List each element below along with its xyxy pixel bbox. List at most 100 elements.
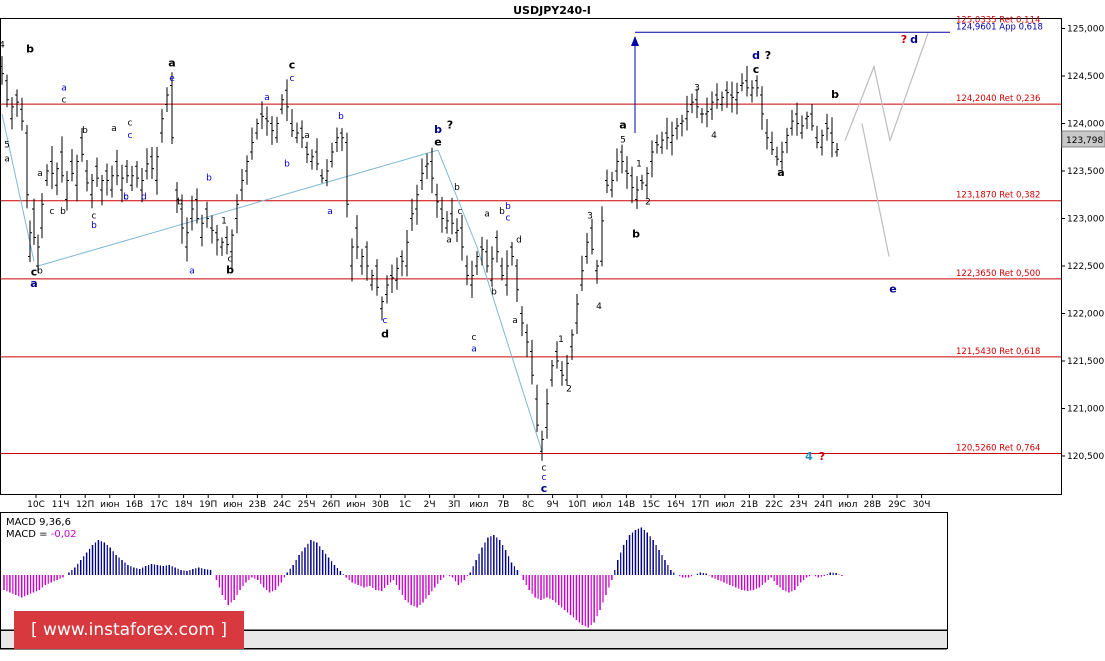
wave-label: c [290, 74, 295, 84]
wave-label: b [82, 126, 88, 136]
trendline [37, 149, 439, 267]
y-tick-label: 125,000 [1067, 25, 1104, 35]
price-bars [0, 56, 839, 461]
wave-label: a [484, 210, 490, 220]
wave-label: 5 [620, 136, 626, 146]
fib-label: 125,0335 Ret 0,114 [956, 15, 1040, 25]
x-tick-label: 11Ч [52, 500, 70, 510]
wave-label: 4 [711, 131, 717, 141]
wave-label: ? [901, 33, 907, 46]
x-tick-label: 28В [864, 500, 882, 510]
wave-label: e [889, 283, 896, 296]
macd-label: MACD = -0,02 [6, 529, 77, 540]
x-tick-label: 3П [448, 500, 461, 510]
wave-label: b [226, 264, 234, 277]
x-tick-label: 23Ч [790, 500, 808, 510]
wave-label: e [169, 74, 175, 84]
wave-label: c [541, 482, 548, 495]
arrow-head [631, 36, 639, 46]
macd-title: MACD 9,36,6 [6, 517, 71, 528]
x-tick-label: июл [838, 500, 857, 510]
wave-label: a [168, 57, 175, 70]
projection-alt-path [861, 123, 890, 257]
wave-label: b [37, 267, 43, 277]
wave-label: a [264, 93, 270, 103]
wave-label: c [472, 333, 477, 343]
x-tick-label: 14В [618, 500, 636, 510]
trendline [437, 149, 543, 452]
wave-label: b [60, 207, 66, 217]
y-tick-label: 122,500 [1067, 262, 1104, 272]
wave-label: c [128, 118, 133, 128]
x-tick-label: 10П [568, 500, 586, 510]
wave-label: b [123, 193, 129, 203]
wave-label: c [31, 266, 38, 279]
wave-label: c [458, 207, 463, 217]
x-tick-label: 10C [27, 500, 45, 510]
wave-label: a [4, 155, 10, 165]
x-tick-label: 16В [126, 500, 144, 510]
wave-label: 5 [4, 140, 10, 150]
trendline [1, 113, 35, 262]
x-tick-label: 16Ч [667, 500, 685, 510]
wave-label: 3 [694, 83, 700, 93]
x-tick-label: июн [223, 500, 242, 510]
x-tick-label: июл [469, 500, 488, 510]
wave-label: c [506, 213, 511, 223]
x-tick-label: 24С [273, 500, 291, 510]
x-tick-label: 23В [249, 500, 267, 510]
instaforex-watermark[interactable]: [ www.instaforex.com ] [14, 611, 244, 649]
wave-label: b [831, 88, 839, 101]
x-tick-label: 2Ч [424, 500, 436, 510]
macd-histogram [3, 527, 843, 628]
fib-label: 124,9601 App 0,618 [956, 22, 1043, 32]
x-tick-label: 17С [150, 500, 168, 510]
wave-label: c [50, 207, 55, 217]
wave-label: a [777, 166, 784, 179]
wave-label: a [512, 316, 518, 326]
wave-label: c [383, 316, 388, 326]
x-tick-label: июл [715, 500, 734, 510]
x-tick-label: июн [346, 500, 365, 510]
current-price-tag: 123,798 [1061, 130, 1105, 148]
y-axis: 125,000 124,500 124,000 123,500 123,000 122,5… [1061, 25, 1104, 462]
y-tick-label: 121,000 [1067, 405, 1104, 415]
current-price: 123,798 [1066, 136, 1103, 146]
wave-label: c [228, 254, 233, 264]
fib-label: 124,2040 Ret 0,236 [956, 94, 1040, 104]
wave-label: d [910, 33, 918, 46]
x-tick-label: 21В [741, 500, 759, 510]
wave-label: a [304, 131, 310, 141]
wave-label: c [124, 193, 129, 203]
wave-label: d [516, 235, 522, 245]
x-tick-label: 29С [888, 500, 906, 510]
wave-label: c [62, 96, 67, 106]
x-tick-label: 9Ч [547, 500, 559, 510]
x-tick-label: 19П [199, 500, 217, 510]
wave-label: 4 [805, 450, 813, 463]
trendlines [1, 33, 929, 452]
wave-label: 2 [645, 197, 651, 207]
y-tick-label: 124,500 [1067, 72, 1104, 82]
x-tick-label: 30Ч [913, 500, 931, 510]
x-axis: 10C 11Ч 12П июн 16В 17С 18Ч 19П июн 23В 24С 25Ч 26П и… [27, 494, 930, 510]
wave-label: b [206, 174, 212, 184]
fib-label: 123,1870 Ret 0,382 [956, 191, 1040, 201]
x-tick-label: июл [592, 500, 611, 510]
x-tick-label: 18Ч [175, 500, 193, 510]
wave-label: a [446, 235, 452, 245]
x-tick-label: 15С [642, 500, 660, 510]
wave-label: c [289, 58, 296, 71]
wave-label: d [381, 327, 389, 340]
wave-label: c [542, 473, 547, 483]
wave-label: b [434, 123, 442, 136]
fib-label: 122,3650 Ret 0,500 [956, 269, 1040, 279]
x-tick-label: 22С [765, 500, 783, 510]
wave-label: a [189, 267, 195, 277]
wave-label: 1 [558, 335, 564, 345]
wave-label: c [128, 131, 133, 141]
wave-label: a [111, 124, 117, 134]
x-tick-label: 24П [814, 500, 832, 510]
